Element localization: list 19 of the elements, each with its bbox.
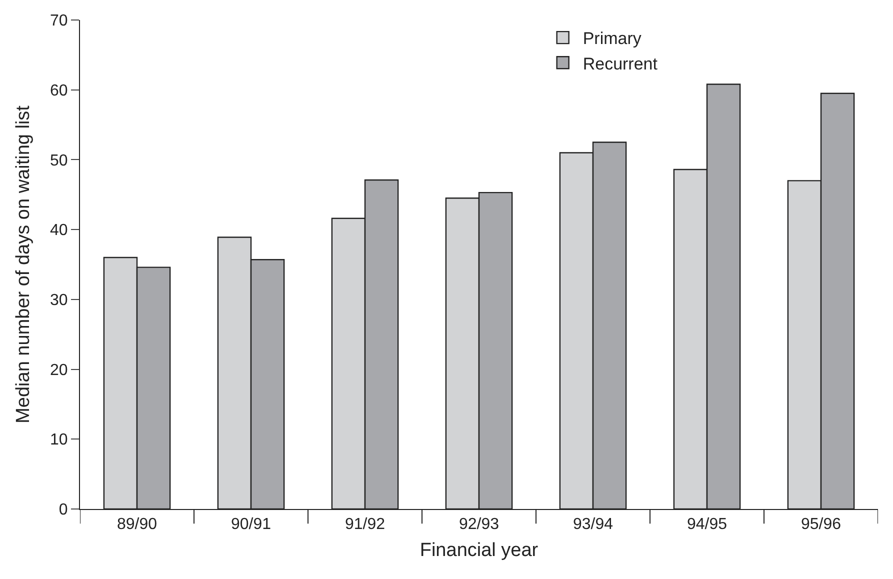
x-tick-label: 95/96 xyxy=(800,516,842,534)
y-tick-label: 10 xyxy=(50,432,68,449)
legend-label: Primary xyxy=(582,29,642,48)
y-tick-label: 20 xyxy=(50,362,68,379)
x-tick-label: 94/95 xyxy=(686,516,728,534)
x-tick-label: 92/93 xyxy=(458,516,500,534)
y-tick-label: 70 xyxy=(50,12,68,30)
y-tick-label: 60 xyxy=(50,82,68,100)
x-tick-label: 93/94 xyxy=(572,516,614,534)
x-tick-label: 90/91 xyxy=(230,516,272,534)
y-tick-label: 30 xyxy=(50,292,68,310)
x-tick-label: 89/90 xyxy=(116,516,158,534)
y-tick-label: 0 xyxy=(58,502,68,519)
y-tick-label: 50 xyxy=(50,152,68,170)
y-tick-label: 40 xyxy=(50,222,68,240)
x-tick-label: 91/92 xyxy=(344,516,386,534)
x-axis-title: Financial year xyxy=(420,540,539,561)
legend-label: Recurrent xyxy=(582,54,658,74)
y-axis-title: Median number of days on waiting list xyxy=(12,104,34,424)
